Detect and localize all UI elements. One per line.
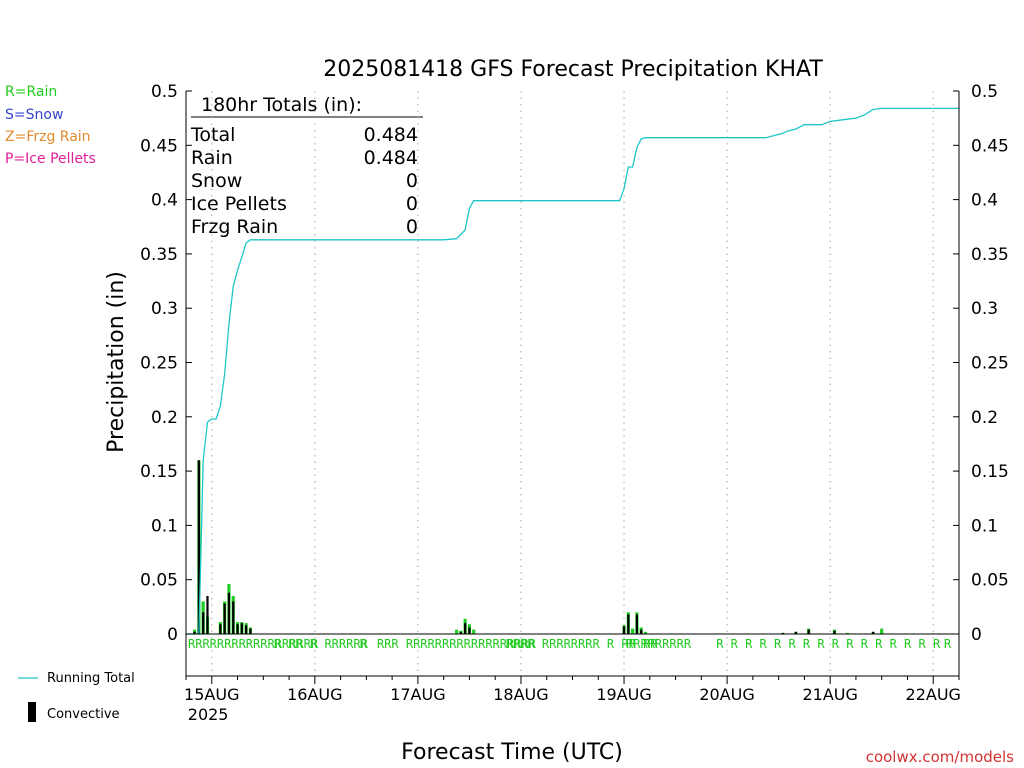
y-tick-label-right: 0.1 [971, 516, 998, 536]
x-year-label: 2025 [188, 705, 229, 724]
x-date-label: 20AUG [699, 685, 754, 704]
totals-frzg-rain-label: Frzg Rain [191, 216, 278, 238]
x-axis-label: Forecast Time (UTC) [401, 740, 623, 765]
convective-legend-label: Convective [47, 707, 120, 722]
convective-bar [232, 601, 235, 634]
convective-bar [459, 631, 462, 634]
precip-bar [472, 629, 476, 634]
y-tick-label-left: 0.35 [140, 245, 178, 265]
convective-bar [640, 629, 643, 634]
convective-bar [627, 614, 630, 634]
y-tick-label-left: 0.1 [151, 516, 178, 536]
convective-bar [781, 632, 785, 634]
x-date-label: 21AUG [802, 685, 857, 704]
chart-title: 2025081418 GFS Forecast Precipitation KH… [323, 57, 823, 82]
convective-bar [193, 631, 196, 634]
y-tick-label-right: 0.2 [971, 408, 998, 428]
convective-bar [622, 626, 626, 634]
legend-rain: R=Rain [5, 84, 57, 100]
totals-frzg-rain-value: 0 [406, 216, 418, 238]
ptype-row: R R R R R R R R R R R R R R R R [716, 637, 941, 651]
convective-bar [245, 625, 248, 634]
totals-snow-label: Snow [191, 170, 242, 192]
running-total-legend-label: Running Total [47, 671, 135, 686]
convective-bar [833, 630, 836, 634]
convective-bar [227, 592, 231, 634]
convective-bar [468, 627, 471, 634]
y-tick-label-right: 0.35 [971, 245, 1009, 265]
y-tick-label-left: 0.15 [140, 462, 178, 482]
y-tick-label-right: 0.45 [971, 136, 1009, 156]
y-tick-label-left: 0.2 [151, 408, 178, 428]
convective-bar [219, 624, 222, 634]
convective-bar [872, 631, 875, 634]
x-date-label: 19AUG [596, 685, 651, 704]
legend-snow: S=Snow [5, 107, 63, 123]
convective-bar [794, 631, 797, 634]
y-tick-label-left: 0.4 [151, 191, 178, 211]
credit-text: coolwx.com/models [866, 748, 1014, 766]
y-tick-label-right: 0.25 [971, 354, 1009, 374]
ptype-row: R [944, 637, 952, 651]
y-tick-label-right: 0.15 [971, 462, 1009, 482]
convective-bar [197, 460, 200, 634]
totals-header: 180hr Totals (in): [201, 94, 362, 116]
y-tick-label-right: 0 [971, 625, 982, 645]
totals-rain-value: 0.484 [364, 147, 418, 169]
y-tick-label-right: 0.05 [971, 571, 1009, 591]
convective-bar [464, 623, 467, 634]
convective-bar [202, 612, 205, 634]
running-total-line [186, 107, 959, 635]
ptype-row: RRRR RRRRRRRR R RR RR [506, 637, 658, 651]
ptype-row: RRRRRRRRRRRRRRRRRR [188, 637, 319, 651]
x-date-label: 17AUG [390, 685, 445, 704]
y-tick-label-left: 0.3 [151, 299, 178, 319]
convective-bar [240, 623, 243, 634]
convective-bar [223, 603, 226, 634]
ptype-row: R RR R RRRRRR [274, 637, 369, 651]
totals-rain-label: Rain [191, 147, 233, 169]
precip-bar [643, 631, 648, 634]
convective-bar [635, 614, 639, 634]
convective-bar [249, 628, 252, 634]
precip-bar [845, 632, 849, 634]
y-tick-label-left: 0.45 [140, 136, 178, 156]
y-tick-label-left: 0.05 [140, 571, 178, 591]
ptype-row: RRR RRRRRRRRRRRRRRRRRR [377, 637, 537, 651]
totals-total-value: 0.484 [364, 124, 418, 146]
totals-ice-pellets-label: Ice Pellets [191, 193, 287, 215]
x-date-label: 15AUG [184, 685, 239, 704]
y-tick-label-left: 0.5 [151, 82, 178, 102]
x-date-label: 22AUG [906, 685, 961, 704]
line-layer [186, 107, 959, 635]
convective-bar [236, 624, 239, 634]
axes-layer: 0 00.05 0.050.1 0.10.15 0.150.2 0.20.25 0.250.… [140, 82, 1009, 724]
x-date-label: 18AUG [493, 685, 548, 704]
bars-layer [192, 460, 884, 634]
ptype-row: RRRRRRRRR [626, 637, 692, 651]
y-tick-label-left: 0 [167, 625, 178, 645]
y-tick-label-right: 0.5 [971, 82, 998, 102]
precip-bar [880, 628, 884, 634]
y-tick-label-right: 0.3 [971, 299, 998, 319]
convective-bar [807, 629, 810, 634]
legend-frzg-rain: Z=Frzg Rain [5, 129, 91, 145]
convective-bar [206, 595, 209, 634]
convective-legend-swatch [28, 702, 36, 722]
y-tick-label-left: 0.25 [140, 354, 178, 374]
y-tick-label-right: 0.4 [971, 191, 998, 211]
precip-bar [454, 629, 459, 634]
ptype-row: R [360, 637, 368, 651]
totals-ice-pellets-value: 0 [406, 193, 418, 215]
totals-snow-value: 0 [406, 170, 418, 192]
grid-layer [211, 91, 934, 676]
precip-bar [631, 628, 635, 634]
totals-total-label: Total [190, 124, 235, 146]
legend-ice-pellets: P=Ice Pellets [5, 151, 96, 167]
y-axis-label: Precipitation (in) [104, 271, 129, 453]
x-date-label: 16AUG [287, 685, 342, 704]
